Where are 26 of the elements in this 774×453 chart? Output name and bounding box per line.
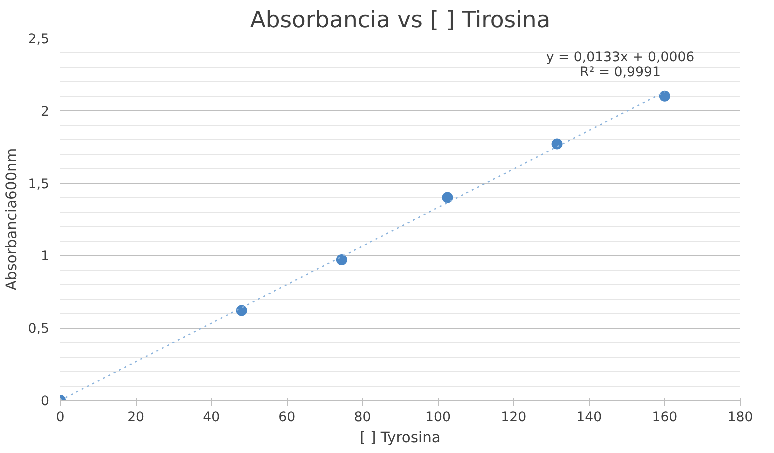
x-tick-label: 60 [278,410,296,426]
annotation: R² = 0,9991 [580,66,661,80]
y-axis-title: Absorbancia600nm [3,148,20,291]
x-tick-label: 0 [56,410,65,426]
point [659,90,670,102]
chart-title: Absorbancia vs [ ] Tirosina [250,8,551,34]
point [236,305,248,316]
x-tick-label: 100 [426,410,452,426]
x-tick-label: 20 [128,410,145,426]
x-axis-title: [ ] Tyrosina [360,430,441,446]
x-tick-label: 140 [576,410,602,426]
x-tick-label: 80 [354,410,372,426]
annotation: y = 0,0133x + 0,0006 [546,50,695,66]
point [552,138,563,150]
y-tick-label: 1 [41,250,50,265]
point [442,192,454,204]
y-tick-label: 1,5 [28,177,50,192]
y-tick-label: 2 [41,104,50,120]
point [336,254,348,266]
x-tick-label: 160 [652,410,678,426]
x-tick-label: 40 [203,410,220,426]
x-tick-label: 120 [501,410,527,426]
x-tick-label: 180 [728,410,754,426]
y-tick-label: 0 [41,394,50,410]
y-tick-label: 2,5 [28,32,50,48]
y-tick-label: 0,5 [28,322,50,338]
